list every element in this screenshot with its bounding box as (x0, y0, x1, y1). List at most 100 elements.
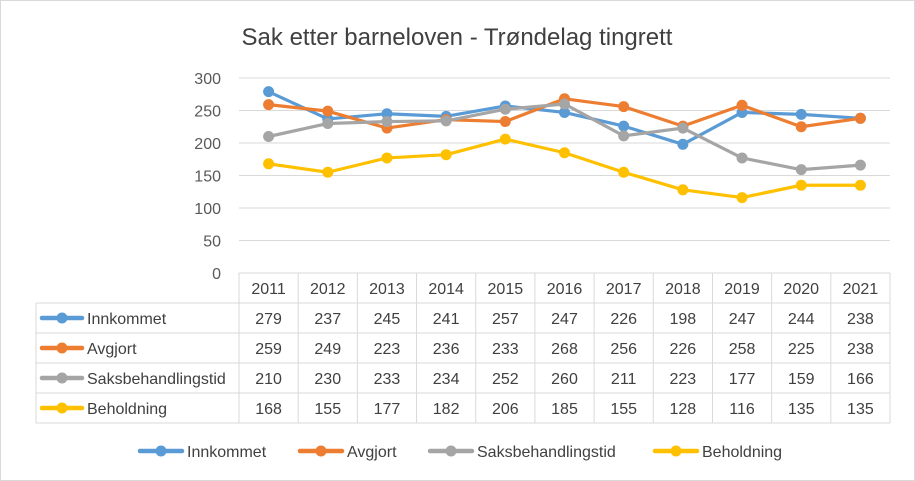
table-cell-value: 116 (729, 401, 755, 418)
table-cell-value: 245 (374, 311, 401, 328)
data-point (499, 103, 511, 115)
table-cell-value: 135 (847, 401, 874, 418)
table-cell-value: 185 (551, 401, 578, 418)
chart-title: Sak etter barneloven - Trøndelag tingret… (242, 24, 673, 51)
table-cell-value: 244 (788, 311, 815, 328)
data-point (618, 166, 630, 178)
legend-label: Saksbehandlingstid (477, 444, 616, 461)
y-tick-label: 50 (203, 234, 221, 251)
table-cell-value: 225 (788, 341, 815, 358)
data-point (263, 158, 275, 170)
data-point (381, 116, 393, 128)
table-cell-value: 159 (788, 371, 815, 388)
table-series-label: Innkommet (87, 311, 167, 328)
table-series-label: Saksbehandlingstid (87, 371, 226, 388)
data-point (618, 130, 630, 142)
data-point (263, 131, 275, 142)
table-legend-marker (56, 312, 68, 324)
x-tick-label: 2020 (783, 281, 819, 298)
data-point (381, 152, 393, 164)
table-legend-marker (56, 372, 68, 384)
data-point (736, 192, 748, 204)
data-point (795, 179, 807, 191)
legend-label: Innkommet (187, 444, 267, 461)
data-point (795, 164, 807, 176)
x-tick-label: 2019 (724, 281, 760, 298)
data-point (263, 99, 275, 111)
table-cell-value: 135 (788, 401, 815, 418)
legend: Innkommet Avgjort Saksbehandlingstid Behold… (137, 444, 782, 461)
data-point (440, 115, 452, 127)
data-point (322, 118, 334, 129)
table-cell-value: 233 (492, 341, 519, 358)
table-cell-value: 223 (374, 341, 401, 358)
table-series-label: Avgjort (87, 341, 137, 358)
table-legend-marker (56, 342, 68, 354)
data-point (677, 184, 689, 196)
data-point (618, 101, 630, 113)
legend-marker (670, 445, 682, 457)
table-cell-value: 279 (255, 311, 282, 328)
table-cell-value: 198 (670, 311, 697, 328)
table-cell-value: 155 (314, 401, 341, 418)
table-cell-value: 258 (729, 341, 756, 358)
table-cell-value: 237 (314, 311, 341, 328)
table-cell-value: 210 (255, 371, 282, 388)
legend-marker (155, 445, 167, 457)
table-cell-value: 236 (433, 341, 460, 358)
y-tick-label: 0 (212, 266, 221, 283)
x-tick-label: 2018 (665, 281, 701, 298)
table-cell-value: 223 (670, 371, 697, 388)
table-series-label: Beholdning (87, 401, 167, 418)
legend-marker (445, 445, 457, 457)
table-cell-value: 155 (610, 401, 637, 418)
table-cell-value: 168 (255, 401, 282, 418)
y-tick-label: 250 (194, 104, 221, 121)
data-point (854, 159, 866, 171)
y-tick-label: 150 (194, 169, 221, 186)
x-tick-label: 2014 (428, 281, 464, 298)
table-cell-value: 233 (374, 371, 401, 388)
table-cell-value: 177 (729, 371, 756, 388)
data-point (263, 86, 275, 98)
data-point (736, 99, 748, 111)
data-point (440, 149, 452, 161)
data-point (677, 122, 689, 134)
data-point (559, 98, 570, 110)
table-cell-value: 206 (492, 401, 519, 418)
data-point (559, 147, 570, 159)
table-cell-value: 260 (551, 371, 578, 388)
table-cell-value: 234 (433, 371, 460, 388)
table-cell-value: 247 (551, 311, 578, 328)
table-cell-value: 257 (492, 311, 519, 328)
table-cell-value: 182 (433, 401, 460, 418)
table-cell-value: 256 (610, 341, 637, 358)
data-table: 2011 2012 2013 2014 2015 2016 2017 2018 2019 2020… (35, 272, 891, 424)
data-point (499, 116, 511, 128)
data-point (677, 138, 689, 150)
series-group (263, 86, 866, 204)
data-point (559, 106, 570, 118)
y-tick-label: 300 (194, 71, 221, 88)
data-point (854, 112, 866, 124)
x-tick-label: 2012 (310, 281, 346, 298)
x-tick-label: 2011 (251, 281, 286, 298)
table-cell-value: 128 (670, 401, 697, 418)
table-cell-value: 249 (314, 341, 341, 358)
legend-marker (315, 445, 327, 457)
table-cell-value: 247 (729, 311, 756, 328)
data-point (322, 166, 334, 178)
x-tick-label: 2017 (606, 281, 642, 298)
y-tick-label: 200 (194, 136, 221, 153)
x-tick-label: 2016 (547, 281, 583, 298)
table-cell-value: 238 (847, 341, 874, 358)
x-tick-label: 2015 (488, 281, 524, 298)
data-point (322, 105, 334, 117)
data-point (499, 133, 511, 145)
data-point (854, 179, 866, 191)
table-cell-value: 259 (255, 341, 282, 358)
table-cell-value: 230 (314, 371, 341, 388)
table-cell-value: 238 (847, 311, 874, 328)
table-cell-value: 166 (847, 371, 874, 388)
